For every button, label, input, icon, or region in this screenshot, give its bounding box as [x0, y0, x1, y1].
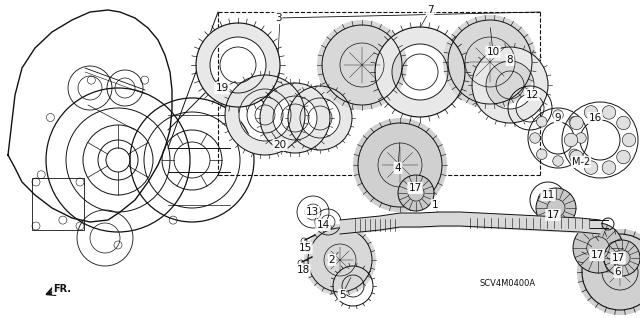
Circle shape	[570, 150, 583, 164]
Text: 18: 18	[296, 265, 310, 275]
Circle shape	[602, 161, 616, 174]
Text: 10: 10	[486, 47, 500, 57]
Text: 6: 6	[614, 267, 621, 277]
Circle shape	[317, 20, 407, 110]
Circle shape	[576, 133, 586, 143]
Circle shape	[573, 223, 623, 273]
Circle shape	[304, 224, 376, 296]
Circle shape	[536, 149, 547, 160]
Text: 7: 7	[427, 5, 433, 15]
Bar	[32, 178, 84, 230]
Circle shape	[602, 106, 616, 119]
Circle shape	[553, 110, 563, 120]
Text: 16: 16	[588, 113, 602, 123]
Circle shape	[622, 133, 636, 147]
Circle shape	[569, 116, 579, 127]
Text: 13: 13	[305, 207, 319, 217]
Circle shape	[617, 150, 630, 164]
Circle shape	[536, 116, 547, 127]
Text: 2: 2	[329, 255, 335, 265]
Text: 17: 17	[408, 183, 422, 193]
Circle shape	[604, 240, 640, 276]
Circle shape	[577, 229, 640, 315]
Text: 8: 8	[507, 55, 513, 65]
Circle shape	[584, 106, 598, 119]
Text: 17: 17	[611, 253, 625, 263]
Circle shape	[398, 175, 434, 211]
Text: 15: 15	[298, 243, 312, 253]
Circle shape	[569, 149, 579, 160]
Text: 9: 9	[555, 113, 561, 123]
Text: 17: 17	[547, 210, 559, 220]
Circle shape	[584, 161, 598, 174]
Text: 11: 11	[541, 190, 555, 200]
Text: 1: 1	[432, 200, 438, 210]
Circle shape	[536, 188, 576, 228]
Text: 5: 5	[339, 290, 346, 300]
Text: 4: 4	[395, 163, 401, 173]
Circle shape	[530, 133, 540, 143]
Circle shape	[353, 118, 447, 212]
Text: 12: 12	[525, 90, 539, 100]
Text: 19: 19	[216, 83, 228, 93]
Text: SCV4M0400A: SCV4M0400A	[480, 279, 536, 288]
Circle shape	[553, 156, 563, 166]
Text: M-2: M-2	[572, 157, 590, 167]
Circle shape	[570, 116, 583, 130]
Text: 14: 14	[316, 220, 330, 230]
Circle shape	[443, 15, 537, 109]
Text: 17: 17	[590, 250, 604, 260]
Text: 20: 20	[273, 140, 287, 150]
Circle shape	[617, 116, 630, 130]
Text: FR.: FR.	[53, 284, 71, 294]
Circle shape	[564, 133, 578, 147]
Text: 3: 3	[275, 13, 282, 23]
